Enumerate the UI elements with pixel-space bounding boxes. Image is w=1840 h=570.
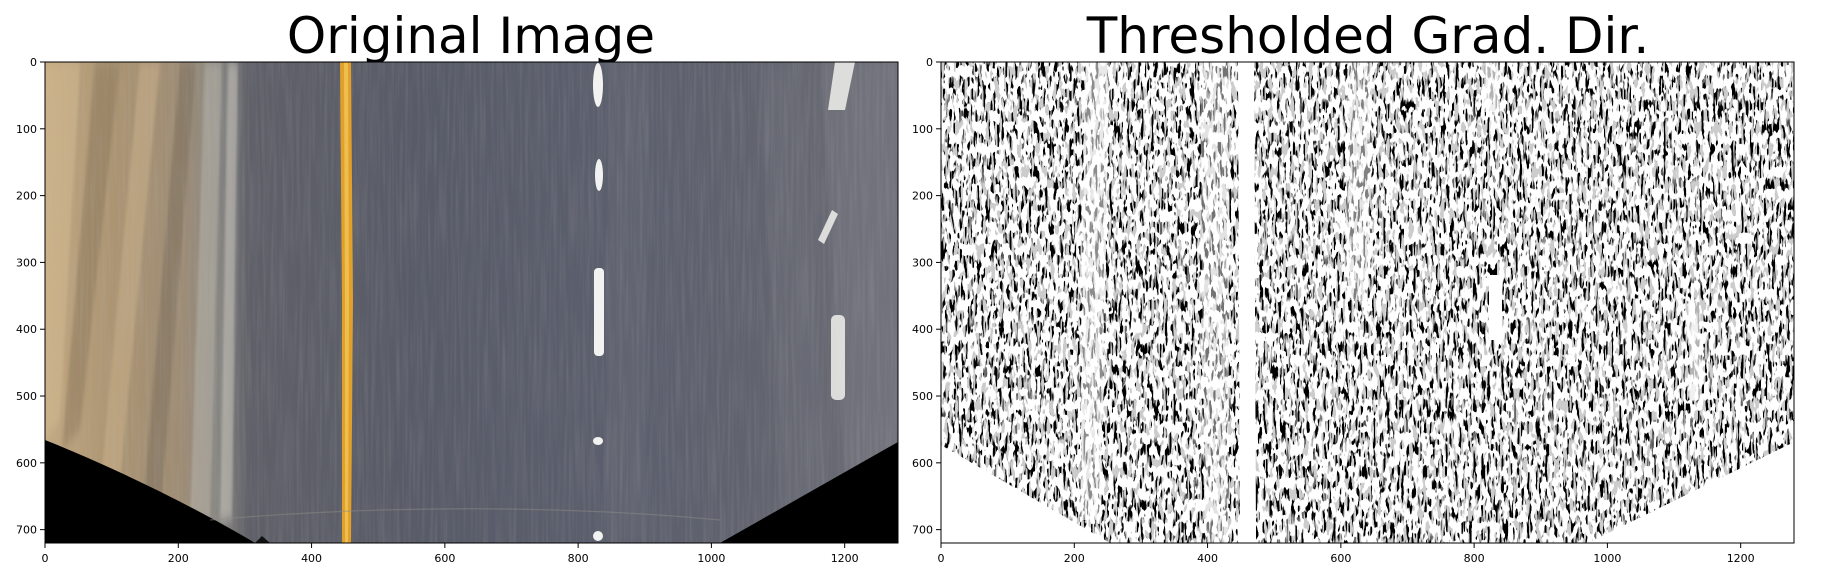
original-image-panel: Original Image <box>44 7 899 544</box>
x-tick-label: 200 <box>168 552 189 565</box>
thresholded-gradient-panel: Thresholded Grad. Dir. <box>940 7 1795 544</box>
y-tick-label: 300 <box>912 256 933 269</box>
warp-border-right <box>1588 442 1794 543</box>
x-tick-label: 1200 <box>831 552 859 565</box>
white-dashed-lane <box>593 63 604 541</box>
x-tick-label: 0 <box>938 552 945 565</box>
y-tick-label: 700 <box>912 524 933 537</box>
right-lane-streaks <box>818 62 855 400</box>
x-tick-label: 600 <box>434 552 455 565</box>
axes-ticks: 0 200 400 600 800 1000 12000100200300400500600… <box>16 56 1755 565</box>
y-tick-label: 500 <box>912 390 933 403</box>
y-tick-label: 400 <box>912 323 933 336</box>
y-tick-label: 300 <box>16 256 37 269</box>
y-tick-label: 700 <box>16 524 37 537</box>
y-tick-label: 600 <box>16 457 37 470</box>
y-tick-label: 500 <box>16 390 37 403</box>
binary-threshold-mask <box>941 62 1794 543</box>
x-tick-label: 400 <box>1197 552 1218 565</box>
panel-title-threshold: Thresholded Grad. Dir. <box>1086 7 1650 65</box>
x-tick-label: 0 <box>42 552 49 565</box>
x-tick-label: 1000 <box>1593 552 1621 565</box>
y-tick-label: 100 <box>16 123 37 136</box>
y-tick-label: 0 <box>926 56 933 69</box>
x-tick-label: 600 <box>1330 552 1351 565</box>
y-tick-label: 200 <box>912 190 933 203</box>
y-tick-label: 200 <box>16 190 37 203</box>
x-tick-label: 800 <box>1464 552 1485 565</box>
warp-border-left <box>941 445 1110 543</box>
x-tick-label: 1000 <box>697 552 725 565</box>
y-tick-label: 0 <box>30 56 37 69</box>
x-tick-label: 400 <box>301 552 322 565</box>
x-tick-label: 1200 <box>1727 552 1755 565</box>
y-tick-label: 600 <box>912 457 933 470</box>
x-tick-label: 800 <box>568 552 589 565</box>
original-road-image <box>45 62 898 543</box>
x-tick-label: 200 <box>1064 552 1085 565</box>
panel-title-original: Original Image <box>287 7 655 65</box>
y-tick-label: 400 <box>16 323 37 336</box>
y-tick-label: 100 <box>912 123 933 136</box>
